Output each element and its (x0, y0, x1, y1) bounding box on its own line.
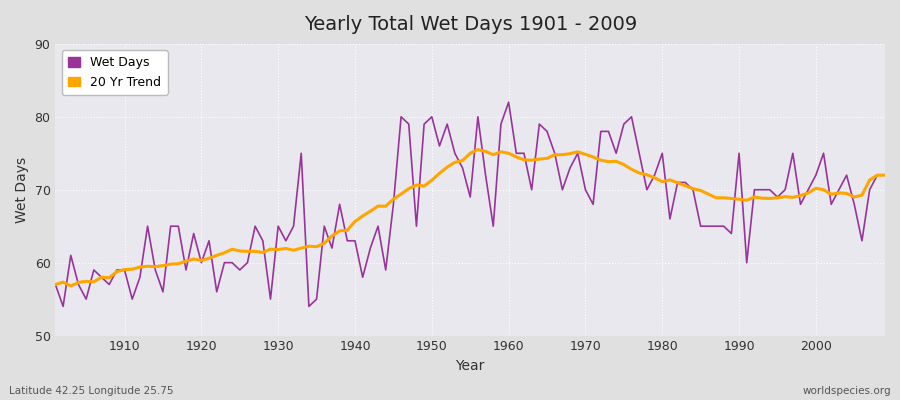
Text: worldspecies.org: worldspecies.org (803, 386, 891, 396)
X-axis label: Year: Year (455, 359, 485, 373)
Y-axis label: Wet Days: Wet Days (15, 157, 29, 223)
Title: Yearly Total Wet Days 1901 - 2009: Yearly Total Wet Days 1901 - 2009 (303, 15, 637, 34)
Text: Latitude 42.25 Longitude 25.75: Latitude 42.25 Longitude 25.75 (9, 386, 174, 396)
Legend: Wet Days, 20 Yr Trend: Wet Days, 20 Yr Trend (62, 50, 167, 95)
